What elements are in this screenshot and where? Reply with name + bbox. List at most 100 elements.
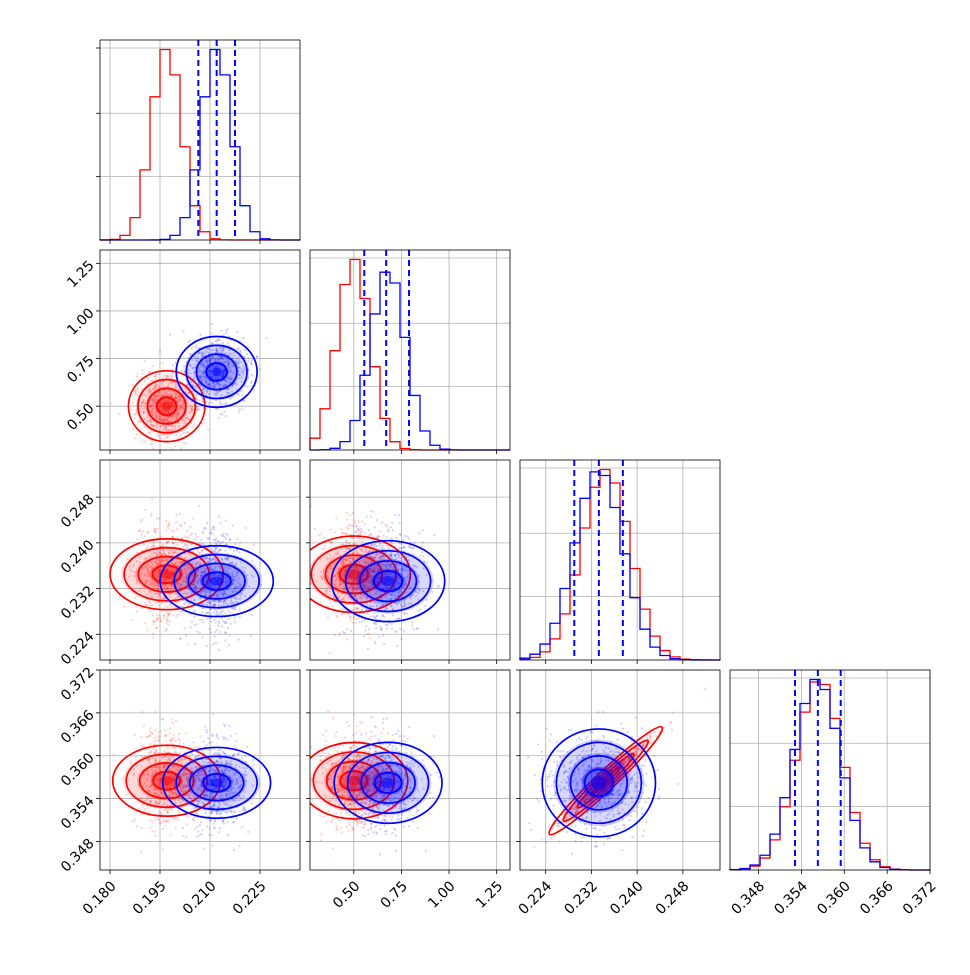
scatter-point (362, 530, 364, 532)
scatter-point (166, 374, 168, 376)
scatter-point (159, 617, 161, 619)
scatter-point (148, 431, 150, 433)
scatter-point (251, 359, 253, 361)
scatter-point (156, 518, 158, 520)
y-tick-label: 1.00 (64, 305, 97, 338)
scatter-point (344, 632, 346, 634)
scatter-point (426, 561, 428, 563)
scatter-point (413, 628, 415, 630)
scatter-point (151, 821, 153, 823)
scatter-point (357, 529, 359, 531)
scatter-point (375, 627, 377, 629)
scatter-point (366, 633, 368, 635)
scatter-point (361, 665, 363, 667)
density-fill-blue (212, 367, 222, 376)
scatter-point (396, 630, 398, 632)
scatter-point (398, 514, 400, 516)
scatter-point (368, 628, 370, 630)
scatter-point (193, 423, 195, 425)
scatter-point (399, 534, 401, 536)
scatter-point (219, 543, 221, 545)
scatter-point (242, 337, 244, 339)
scatter-point (400, 638, 402, 640)
scatter-point (149, 727, 151, 729)
scatter-point (156, 540, 158, 542)
scatter-point (220, 611, 222, 613)
scatter-point (182, 432, 184, 434)
scatter-point (368, 633, 370, 635)
scatter-point (149, 735, 151, 737)
scatter-point (191, 543, 193, 545)
scatter-point (183, 442, 185, 444)
scatter-point (147, 531, 149, 533)
scatter-point (247, 360, 249, 362)
scatter-point (251, 374, 253, 376)
scatter-point (175, 434, 177, 436)
scatter-point (191, 347, 193, 349)
scatter-point (165, 740, 167, 742)
scatter-point (150, 515, 152, 517)
scatter-point (179, 742, 181, 744)
scatter-point (172, 737, 174, 739)
scatter-point (175, 740, 177, 742)
scatter-point (149, 605, 151, 607)
scatter-point (187, 643, 189, 645)
scatter-point (237, 538, 239, 540)
scatter-point (386, 627, 388, 629)
scatter-point (143, 544, 145, 546)
scatter-point (179, 513, 181, 515)
density-fill-blue (209, 577, 223, 586)
scatter-point (365, 625, 367, 627)
scatter-point (156, 614, 158, 616)
scatter-point (158, 740, 160, 742)
scatter-point (222, 541, 224, 543)
scatter-point (385, 624, 387, 626)
scatter-point (164, 437, 166, 439)
scatter-point (400, 547, 402, 549)
scatter-point (229, 612, 231, 614)
scatter-point (159, 730, 161, 732)
scatter-point (338, 632, 340, 634)
scatter-point (339, 634, 341, 636)
scatter-point (356, 540, 358, 542)
panel-content (297, 505, 445, 666)
scatter-point (416, 628, 418, 630)
scatter-point (247, 386, 249, 388)
scatter-point (183, 545, 185, 547)
scatter-point (370, 516, 372, 518)
scatter-point (330, 541, 332, 543)
scatter-point (132, 428, 134, 430)
scatter-point (387, 530, 389, 532)
scatter-point (353, 617, 355, 619)
scatter-point (169, 620, 171, 622)
scatter-point (413, 542, 415, 544)
scatter-point (178, 811, 180, 813)
scatter-point (184, 535, 186, 537)
scatter-point (198, 505, 200, 507)
scatter-point (220, 549, 222, 551)
scatter-point (194, 610, 196, 612)
scatter-point (354, 622, 356, 624)
scatter-point (171, 529, 173, 531)
scatter-point (354, 522, 356, 524)
scatter-point (132, 384, 134, 386)
scatter-point (213, 619, 215, 621)
scatter-point (412, 547, 414, 549)
scatter-point (210, 548, 212, 550)
scatter-point (153, 740, 155, 742)
scatter-point (331, 605, 333, 607)
scatter-point (160, 619, 162, 621)
scatter-point (137, 421, 139, 423)
scatter-point (178, 738, 180, 740)
scatter-point (411, 621, 413, 623)
scatter-point (154, 376, 156, 378)
scatter-point (155, 749, 157, 751)
scatter-point (167, 619, 169, 621)
scatter-point (327, 605, 329, 607)
scatter-point (253, 543, 255, 545)
scatter-point (375, 615, 377, 617)
scatter-point (169, 333, 171, 335)
scatter-point (351, 609, 353, 611)
scatter-point (175, 817, 177, 819)
scatter-point (399, 522, 401, 524)
